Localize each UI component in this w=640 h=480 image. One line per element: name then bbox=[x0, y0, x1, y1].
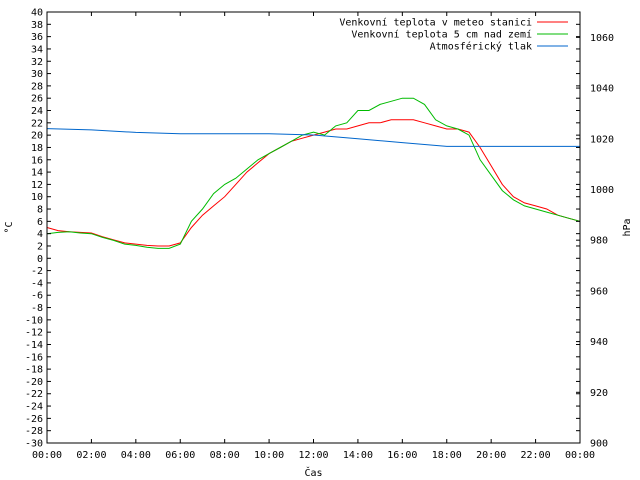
y-tick-label: 18 bbox=[31, 143, 43, 154]
legend: Venkovní teplota v meteo staniciVenkovní… bbox=[339, 17, 568, 53]
y-tick-label: -6 bbox=[31, 291, 43, 302]
y-tick-label: 28 bbox=[31, 81, 43, 92]
y-tick-label: -16 bbox=[25, 352, 43, 363]
y2-tick-label: 1060 bbox=[590, 33, 614, 44]
y2-axis-label: hPa bbox=[622, 218, 633, 236]
y-tick-label: 16 bbox=[31, 155, 43, 166]
y-tick-label: -8 bbox=[31, 303, 43, 314]
series-lines bbox=[46, 97, 581, 249]
y-tick-label: -14 bbox=[25, 340, 43, 351]
axes: -30-28-26-24-22-20-18-16-14-12-10-8-6-4-… bbox=[25, 8, 614, 462]
y-tick-label: -12 bbox=[25, 328, 43, 339]
y-tick-label: -20 bbox=[25, 377, 43, 388]
y2-tick-label: 1020 bbox=[590, 134, 614, 145]
y2-tick-label: 1040 bbox=[590, 84, 614, 95]
y-tick-label: 30 bbox=[31, 69, 43, 80]
y-tick-label: 14 bbox=[31, 168, 43, 179]
x-tick-label: 20:00 bbox=[476, 450, 506, 461]
y-tick-label: 6 bbox=[37, 217, 43, 228]
y-tick-label: 32 bbox=[31, 57, 43, 68]
y-tick-label: 26 bbox=[31, 94, 43, 105]
series-line-2 bbox=[46, 128, 580, 147]
x-tick-label: 14:00 bbox=[343, 450, 373, 461]
x-tick-label: 18:00 bbox=[432, 450, 462, 461]
x-tick-label: 12:00 bbox=[298, 450, 328, 461]
y-tick-label: 40 bbox=[31, 8, 43, 19]
y2-tick-label: 1000 bbox=[590, 185, 614, 196]
x-tick-label: 00:00 bbox=[565, 450, 595, 461]
y2-tick-label: 940 bbox=[590, 337, 608, 348]
y-tick-label: 8 bbox=[37, 205, 43, 216]
y-tick-label: -28 bbox=[25, 426, 43, 437]
x-tick-label: 04:00 bbox=[121, 450, 151, 461]
x-tick-label: 02:00 bbox=[76, 450, 106, 461]
x-tick-label: 06:00 bbox=[165, 450, 195, 461]
legend-label-0: Venkovní teplota v meteo stanici bbox=[339, 17, 532, 29]
y-tick-label: 22 bbox=[31, 118, 43, 129]
y-tick-label: 12 bbox=[31, 180, 43, 191]
y-tick-label: -10 bbox=[25, 315, 43, 326]
x-tick-label: 22:00 bbox=[521, 450, 551, 461]
x-axis-label: Čas bbox=[304, 466, 322, 479]
x-tick-label: 08:00 bbox=[210, 450, 240, 461]
y-tick-label: 0 bbox=[37, 254, 43, 265]
y2-tick-label: 920 bbox=[590, 388, 608, 399]
series-line-1 bbox=[46, 97, 581, 249]
x-tick-label: 16:00 bbox=[387, 450, 417, 461]
y2-tick-label: 960 bbox=[590, 286, 608, 297]
y-tick-label: -30 bbox=[25, 439, 43, 450]
x-tick-label: 10:00 bbox=[254, 450, 284, 461]
y-tick-label: 10 bbox=[31, 192, 43, 203]
y-tick-label: -2 bbox=[31, 266, 43, 277]
y-tick-label: 38 bbox=[31, 20, 43, 31]
y-tick-label: 24 bbox=[31, 106, 43, 117]
y2-tick-label: 900 bbox=[590, 439, 608, 450]
y-axis-label: °C bbox=[4, 221, 15, 233]
y-tick-label: -18 bbox=[25, 365, 43, 376]
y-tick-label: 2 bbox=[37, 241, 43, 252]
y-tick-label: 4 bbox=[37, 229, 43, 240]
legend-label-2: Atmosférický tlak bbox=[430, 41, 532, 53]
y-tick-label: -26 bbox=[25, 414, 43, 425]
y2-tick-label: 980 bbox=[590, 236, 608, 247]
y-tick-label: 34 bbox=[31, 44, 43, 55]
y-tick-label: 20 bbox=[31, 131, 43, 142]
y-tick-label: -24 bbox=[25, 402, 43, 413]
x-tick-label: 00:00 bbox=[32, 450, 62, 461]
y-tick-label: -4 bbox=[31, 278, 43, 289]
y-tick-label: -22 bbox=[25, 389, 43, 400]
y-tick-label: 36 bbox=[31, 32, 43, 43]
legend-label-1: Venkovní teplota 5 cm nad zemí bbox=[351, 29, 532, 41]
